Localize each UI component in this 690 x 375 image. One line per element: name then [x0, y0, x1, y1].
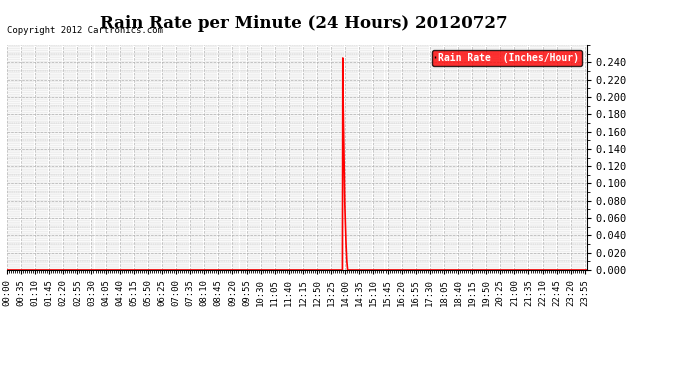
- Text: Copyright 2012 Cartronics.com: Copyright 2012 Cartronics.com: [7, 26, 163, 35]
- Text: Rain Rate per Minute (24 Hours) 20120727: Rain Rate per Minute (24 Hours) 20120727: [100, 15, 507, 32]
- Legend: Rain Rate  (Inches/Hour): Rain Rate (Inches/Hour): [432, 50, 582, 66]
